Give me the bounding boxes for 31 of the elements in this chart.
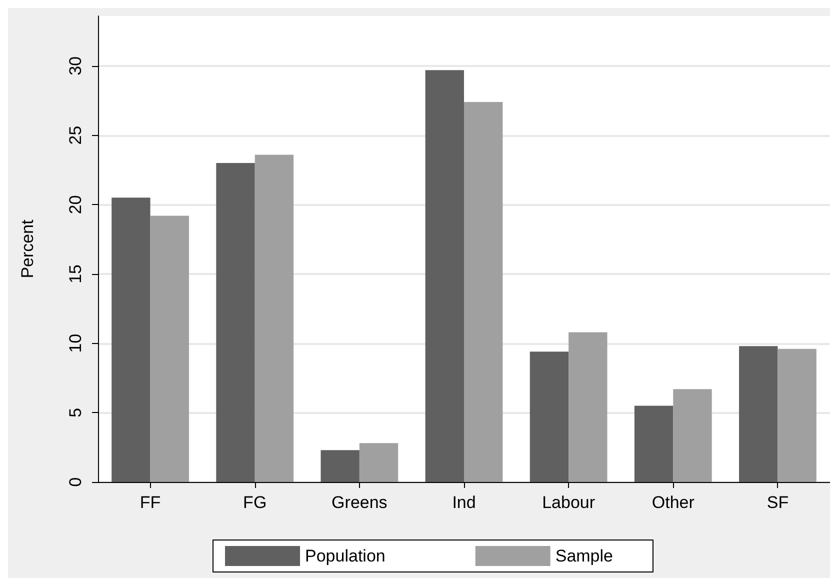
- y-tick-label: 25: [66, 126, 85, 145]
- y-tick-label: 10: [66, 334, 85, 353]
- bar: [530, 352, 569, 482]
- bar: [634, 406, 674, 482]
- x-tick-label: Ind: [452, 493, 476, 512]
- bar: [464, 102, 503, 482]
- x-tick-label: FG: [243, 493, 267, 512]
- x-tick-label: SF: [766, 493, 789, 512]
- bar: [359, 443, 398, 482]
- bar: [254, 154, 294, 482]
- y-tick-label: 0: [66, 477, 85, 487]
- legend-label: Sample: [555, 546, 613, 566]
- x-tick-label: Labour: [542, 493, 596, 512]
- bar: [320, 450, 360, 482]
- y-tick-label: 30: [66, 56, 85, 76]
- bar: [150, 216, 189, 482]
- x-tick-label: Greens: [332, 493, 388, 512]
- bar: [425, 70, 464, 482]
- bar: [216, 163, 255, 482]
- bar: [568, 332, 608, 482]
- x-tick-label: FF: [140, 493, 161, 512]
- bar: [778, 348, 816, 482]
- bar: [739, 346, 778, 482]
- y-axis-title: Percent: [18, 219, 37, 278]
- x-tick-label: Other: [652, 493, 695, 512]
- bar: [112, 198, 150, 482]
- y-tick-label: 5: [66, 408, 85, 418]
- y-tick-label: 15: [66, 264, 85, 284]
- y-tick-label: 20: [66, 195, 85, 214]
- bar: [673, 389, 712, 482]
- legend-label: Population: [305, 546, 386, 566]
